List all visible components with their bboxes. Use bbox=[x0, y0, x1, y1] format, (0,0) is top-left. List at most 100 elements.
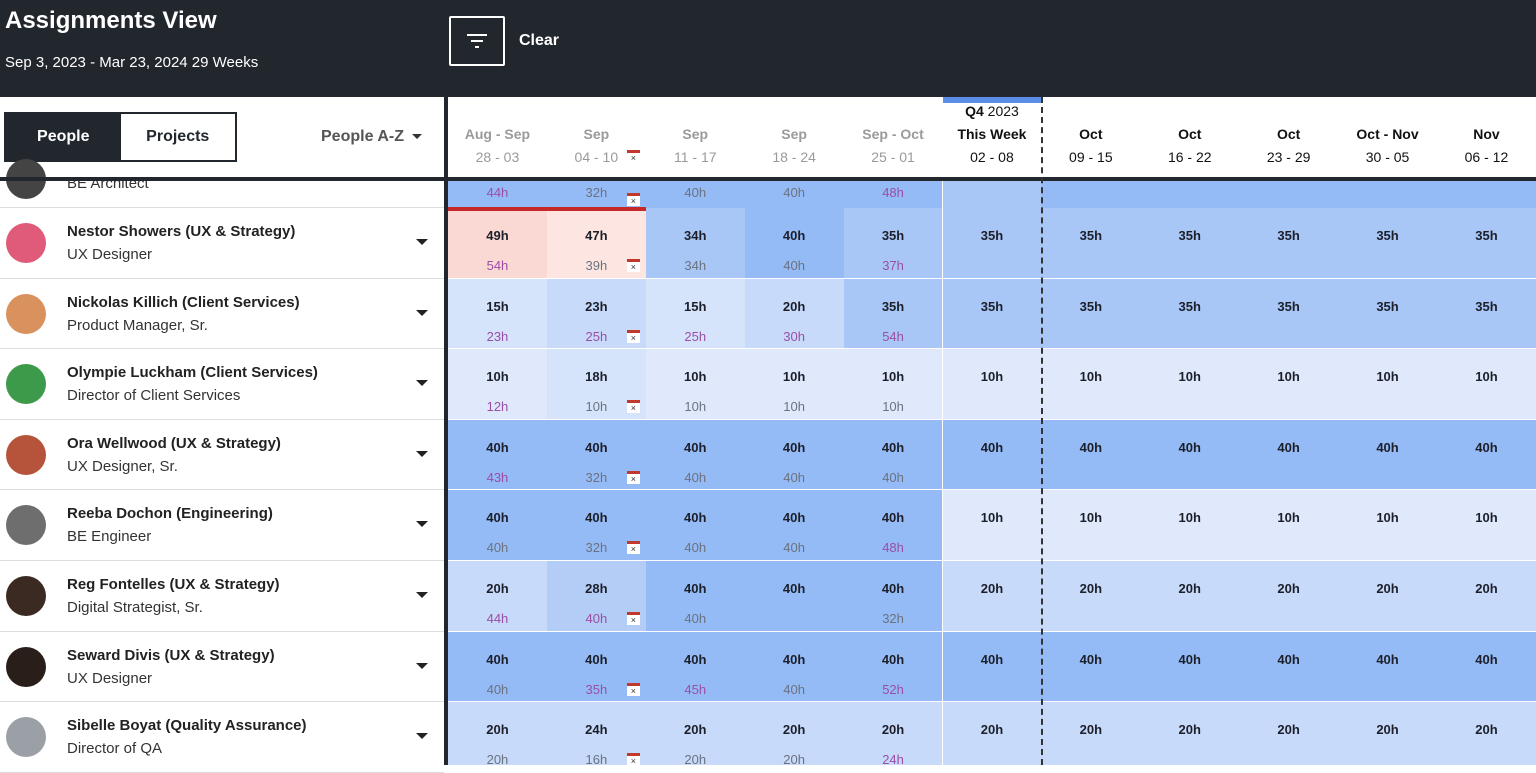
expand-chevron-icon[interactable] bbox=[416, 662, 428, 669]
assignment-cell[interactable]: 35h 37h bbox=[843, 208, 943, 278]
assignment-cell[interactable]: 40h 40h bbox=[744, 631, 844, 702]
assignment-cell[interactable]: 40h 40h bbox=[645, 490, 745, 560]
person-name[interactable]: Seward Divis (UX & Strategy) bbox=[67, 646, 275, 664]
assignment-cell[interactable]: 10h bbox=[1338, 349, 1437, 419]
week-column-header[interactable]: Q4 2023 This Week 02 - 08 bbox=[942, 97, 1042, 177]
assignment-cell[interactable]: 47h 39h × bbox=[546, 208, 646, 278]
assignment-cell[interactable]: 40h bbox=[1239, 631, 1339, 702]
assignment-cell[interactable]: 40h 40h bbox=[645, 561, 745, 631]
assignment-cell[interactable] bbox=[1239, 181, 1339, 208]
person-row[interactable]: Reg Fontelles (UX & Strategy) Digital Str… bbox=[0, 561, 444, 632]
assignment-cell[interactable]: 40h 32h bbox=[843, 561, 943, 631]
assignment-cell[interactable]: 40h 32h × bbox=[546, 490, 646, 560]
week-column-header[interactable]: Sep 04 - 10 × bbox=[547, 97, 646, 177]
sort-dropdown[interactable]: People A-Z bbox=[321, 128, 422, 146]
assignment-cell[interactable]: 20h bbox=[1239, 561, 1339, 631]
assignment-cell[interactable]: 40h bbox=[1338, 419, 1437, 490]
clear-button[interactable]: Clear bbox=[519, 32, 560, 49]
assignment-cell[interactable] bbox=[1338, 181, 1437, 208]
week-column-header[interactable]: Oct 16 - 22 bbox=[1140, 97, 1239, 177]
expand-chevron-icon[interactable] bbox=[416, 309, 428, 316]
assignment-cell[interactable]: 10h bbox=[1041, 349, 1141, 419]
week-column-header[interactable]: Nov 06 - 12 bbox=[1437, 97, 1536, 177]
assignment-cell[interactable]: 40h bbox=[1041, 419, 1141, 490]
assignment-cell[interactable]: 32h × bbox=[546, 181, 646, 208]
assignment-cell[interactable] bbox=[1437, 181, 1536, 208]
assignment-cell[interactable]: 40h 48h bbox=[843, 490, 943, 560]
assignment-cell[interactable]: 35h bbox=[1041, 278, 1141, 349]
assignment-cell[interactable]: 10h bbox=[1140, 349, 1240, 419]
assignment-cell[interactable]: 49h 54h bbox=[448, 208, 547, 278]
assignment-cell[interactable]: 35h bbox=[1437, 208, 1536, 278]
assignment-cell[interactable]: 10h bbox=[1140, 490, 1240, 560]
assignment-cell[interactable]: 40h 40h bbox=[448, 631, 547, 702]
assignment-cell[interactable]: 20h bbox=[942, 702, 1042, 765]
assignment-cell[interactable]: 20h bbox=[1239, 702, 1339, 765]
person-row[interactable]: Nestor Showers (UX & Strategy) UX Designe… bbox=[0, 208, 444, 279]
assignment-cell[interactable]: 10h 10h bbox=[744, 349, 844, 419]
assignment-cell[interactable]: 35h bbox=[1338, 278, 1437, 349]
assignment-cell[interactable]: 35h bbox=[942, 208, 1042, 278]
person-name[interactable]: Reeba Dochon (Engineering) bbox=[67, 505, 273, 523]
person-row[interactable]: Ora Wellwood (UX & Strategy) UX Designer,… bbox=[0, 420, 444, 491]
assignment-cell[interactable]: 35h 54h bbox=[843, 278, 943, 349]
assignment-cell[interactable]: 40h 35h × bbox=[546, 631, 646, 702]
assignment-cell[interactable] bbox=[1140, 181, 1240, 208]
assignment-cell[interactable]: 20h bbox=[1437, 702, 1536, 765]
person-row[interactable]: Reeba Dochon (Engineering) BE Engineer bbox=[0, 490, 444, 561]
assignment-cell[interactable]: 24h 16h × bbox=[546, 702, 646, 765]
assignment-cell[interactable]: 20h 24h bbox=[843, 702, 943, 765]
projects-tab[interactable]: Projects bbox=[120, 114, 235, 160]
assignment-cell[interactable] bbox=[942, 181, 1042, 208]
assignment-cell[interactable]: 34h 34h bbox=[645, 208, 745, 278]
assignment-cell[interactable]: 40h bbox=[1239, 419, 1339, 490]
week-column-header[interactable]: Oct - Nov 30 - 05 bbox=[1338, 97, 1437, 177]
assignment-cell[interactable]: 35h bbox=[942, 278, 1042, 349]
assignment-cell[interactable]: 10h bbox=[1338, 490, 1437, 560]
expand-chevron-icon[interactable] bbox=[416, 239, 428, 245]
week-column-header[interactable]: Oct 09 - 15 bbox=[1041, 97, 1140, 177]
expand-chevron-icon[interactable] bbox=[416, 380, 428, 387]
filter-button[interactable] bbox=[449, 16, 505, 66]
week-column-header[interactable]: Sep 11 - 17 bbox=[646, 97, 745, 177]
assignment-cell[interactable]: 20h bbox=[1338, 561, 1437, 631]
assignment-cell[interactable]: 20h bbox=[1437, 561, 1536, 631]
assignment-cell[interactable]: 40h 40h bbox=[843, 419, 943, 490]
assignment-cell[interactable]: 40h bbox=[942, 631, 1042, 702]
week-column-header[interactable]: Sep - Oct 25 - 01 bbox=[844, 97, 943, 177]
assignment-cell[interactable]: 44h bbox=[448, 181, 547, 208]
week-column-header[interactable]: Sep 18 - 24 bbox=[745, 97, 844, 177]
person-name[interactable]: Sibelle Boyat (Quality Assurance) bbox=[67, 717, 307, 735]
assignment-cell[interactable]: 40h 43h bbox=[448, 419, 547, 490]
person-name[interactable]: Ora Wellwood (UX & Strategy) bbox=[67, 434, 281, 452]
assignment-cell[interactable]: 20h bbox=[1140, 561, 1240, 631]
assignment-cell[interactable]: 40h bbox=[1338, 631, 1437, 702]
assignment-cell[interactable]: 40h bbox=[1140, 631, 1240, 702]
assignment-cell[interactable]: 40h 45h bbox=[645, 631, 745, 702]
expand-chevron-icon[interactable] bbox=[416, 733, 428, 740]
assignment-cell[interactable]: 20h bbox=[1041, 702, 1141, 765]
assignment-cell[interactable]: 40h bbox=[645, 181, 745, 208]
assignment-cell[interactable]: 10h bbox=[1041, 490, 1141, 560]
assignment-cell[interactable]: 40h 40h bbox=[744, 490, 844, 560]
assignment-cell[interactable]: 20h 20h bbox=[645, 702, 745, 765]
assignment-cell[interactable]: 20h 20h bbox=[744, 702, 844, 765]
person-row[interactable]: Olympie Luckham (Client Services) Directo… bbox=[0, 349, 444, 420]
assignment-cell[interactable]: 40h bbox=[1437, 631, 1536, 702]
assignment-cell[interactable]: 40h 40h bbox=[645, 419, 745, 490]
person-row[interactable]: Nickolas Killich (Client Services) Produc… bbox=[0, 279, 444, 350]
assignment-cell[interactable]: 40h bbox=[942, 419, 1042, 490]
expand-chevron-icon[interactable] bbox=[416, 450, 428, 457]
assignment-cell[interactable]: 40h bbox=[1437, 419, 1536, 490]
assignment-cell[interactable]: 40h bbox=[1140, 419, 1240, 490]
assignment-cell[interactable]: 35h bbox=[1140, 278, 1240, 349]
assignment-cell[interactable]: 10h 12h bbox=[448, 349, 547, 419]
assignment-cell[interactable]: 10h bbox=[1239, 349, 1339, 419]
assignment-cell[interactable]: 40h 40h bbox=[744, 419, 844, 490]
assignment-cell[interactable]: 15h 25h bbox=[645, 278, 745, 349]
assignment-cell[interactable]: 20h 20h bbox=[448, 702, 547, 765]
person-row[interactable]: Sibelle Boyat (Quality Assurance) Directo… bbox=[0, 702, 444, 773]
assignment-cell[interactable]: 40h 40h bbox=[448, 490, 547, 560]
assignment-cell[interactable]: 10h bbox=[942, 349, 1042, 419]
assignment-cell[interactable]: 20h bbox=[942, 561, 1042, 631]
